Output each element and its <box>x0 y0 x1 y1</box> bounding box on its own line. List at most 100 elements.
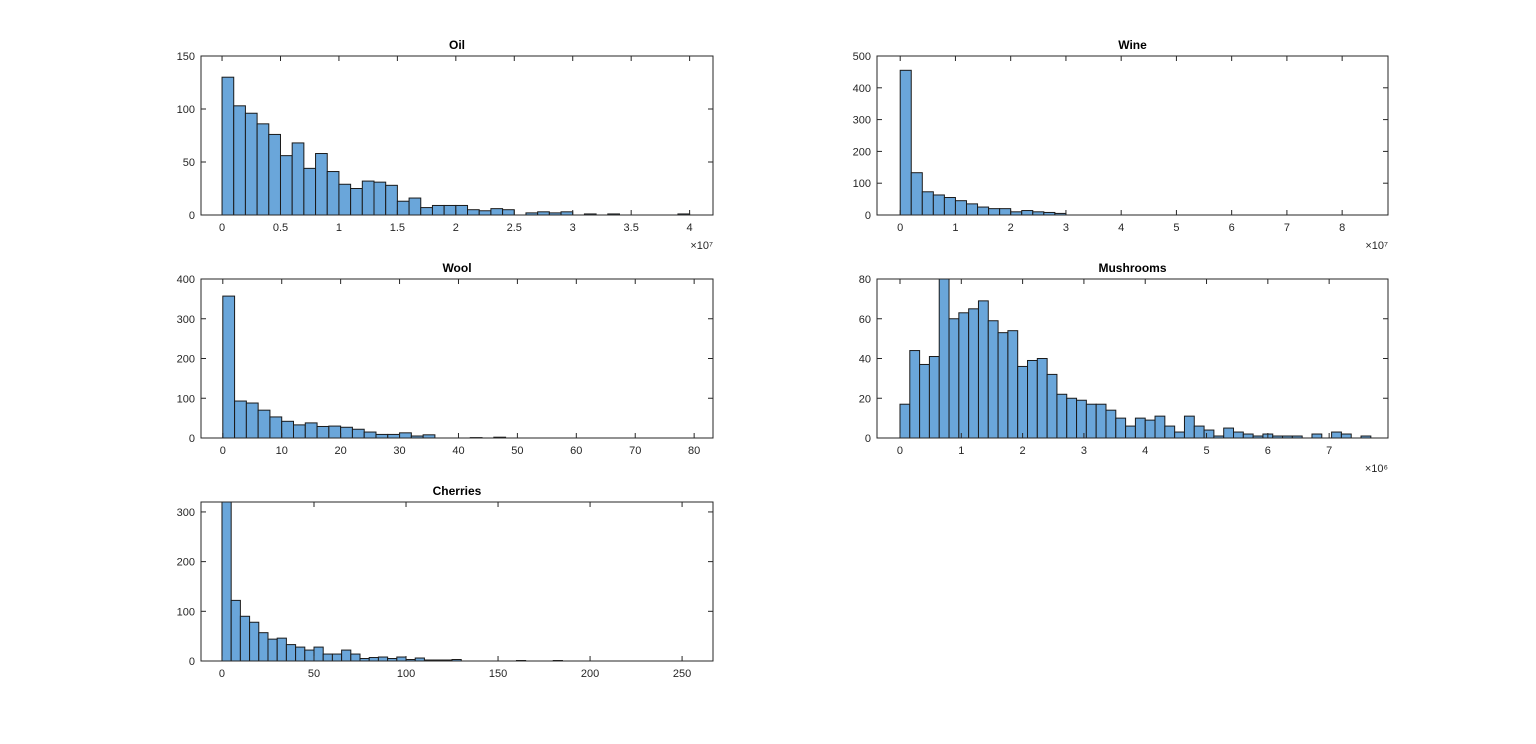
bar <box>387 433 401 438</box>
bars <box>222 295 507 438</box>
bar <box>977 206 990 215</box>
y-tick-label: 400 <box>177 274 195 286</box>
bar <box>1007 330 1019 438</box>
bar <box>375 433 389 438</box>
x-tick-label: 200 <box>581 668 599 680</box>
bar <box>331 653 343 661</box>
bar <box>1076 399 1087 438</box>
y-tick-label: 60 <box>859 314 871 326</box>
bar <box>965 203 979 215</box>
bar <box>988 208 1001 215</box>
x-tick-label: 8 <box>1339 222 1345 234</box>
y-tick-label: 80 <box>859 274 871 286</box>
bar <box>938 279 950 438</box>
x-tick-label: 1 <box>958 445 964 457</box>
x-tick-label: 0 <box>897 445 903 457</box>
y-tick-label: 100 <box>177 104 195 116</box>
x-tick-label: 30 <box>393 445 405 457</box>
x-tick-label: 2 <box>1008 222 1014 234</box>
bar <box>1095 403 1107 438</box>
bar <box>269 416 283 438</box>
bar <box>1154 415 1166 438</box>
bar <box>910 172 923 215</box>
bar <box>987 320 999 438</box>
x-tick-label: 2.5 <box>507 222 522 234</box>
bar <box>1027 359 1038 438</box>
y-tick-label: 200 <box>177 354 195 366</box>
bar <box>267 638 278 661</box>
bar <box>350 188 363 215</box>
bar <box>997 332 1009 438</box>
subplot: Oil 0 0.5 1 1.5 2 2.5 3 3.5 4 0 50 100 150 ×10⁷ <box>177 38 714 252</box>
x-tick-label: 6 <box>1229 222 1235 234</box>
x-tick-label: 5 <box>1203 445 1209 457</box>
x-tick-label: 0 <box>897 222 903 234</box>
x-tick-label: 70 <box>629 445 641 457</box>
subplot-title: Wine <box>1118 38 1147 52</box>
y-tick-label: 150 <box>177 51 195 63</box>
bar <box>921 191 934 215</box>
bar <box>1331 431 1342 438</box>
bar <box>368 657 379 661</box>
bar <box>221 502 232 661</box>
y-tick-label: 0 <box>189 656 195 668</box>
x-tick-label: 150 <box>489 668 507 680</box>
bar <box>1017 365 1029 438</box>
bar <box>899 69 912 215</box>
bar <box>977 300 989 438</box>
x-tick-label: 3 <box>1063 222 1069 234</box>
bar <box>455 204 469 215</box>
y-tick-label: 20 <box>859 393 871 405</box>
x-tick-label: 1.5 <box>390 222 405 234</box>
y-tick-label: 40 <box>859 354 871 366</box>
bar <box>443 204 457 215</box>
x-tick-label: 100 <box>397 668 415 680</box>
x-tick-label: 3 <box>1081 445 1087 457</box>
bar <box>490 208 504 215</box>
bar <box>230 599 241 661</box>
bar <box>1311 433 1323 438</box>
subplot-title: Mushrooms <box>1098 261 1166 275</box>
x-tick-label: 4 <box>1118 222 1124 234</box>
bar <box>326 171 340 215</box>
axis-box <box>200 55 714 216</box>
bar <box>1242 433 1254 438</box>
x-tick-label: 1 <box>952 222 958 234</box>
x-tick-label: 60 <box>570 445 582 457</box>
x-tick-label: 0 <box>219 668 225 680</box>
bar <box>1105 409 1117 438</box>
bar <box>431 204 445 215</box>
bar <box>256 123 270 215</box>
subplot-title: Wool <box>442 261 471 275</box>
bar <box>1340 433 1352 438</box>
bar <box>1066 397 1078 438</box>
subplot-title: Oil <box>449 38 465 52</box>
x-multiplier: ×10⁷ <box>690 240 713 252</box>
x-tick-label: 250 <box>673 668 691 680</box>
x-tick-label: 6 <box>1265 445 1271 457</box>
bar <box>285 644 297 661</box>
bar <box>399 432 412 438</box>
bar <box>363 431 377 438</box>
bar <box>233 105 246 215</box>
bar <box>316 425 330 438</box>
bar <box>295 646 306 661</box>
bar <box>291 142 305 215</box>
bar <box>948 318 960 438</box>
axis-box <box>200 501 714 662</box>
bar <box>1125 425 1136 438</box>
y-tick-label: 0 <box>189 210 195 222</box>
subplot-title: Cherries <box>433 484 482 498</box>
bar <box>313 646 324 661</box>
x-tick-label: 3 <box>570 222 576 234</box>
bar <box>328 425 342 438</box>
x-tick-label: 50 <box>308 668 320 680</box>
bar <box>1115 417 1127 438</box>
y-tick-label: 400 <box>853 83 871 95</box>
bar <box>338 183 352 215</box>
bar <box>1085 403 1097 438</box>
x-tick-label: 3.5 <box>624 222 639 234</box>
bar <box>304 422 318 438</box>
bar <box>351 428 365 438</box>
